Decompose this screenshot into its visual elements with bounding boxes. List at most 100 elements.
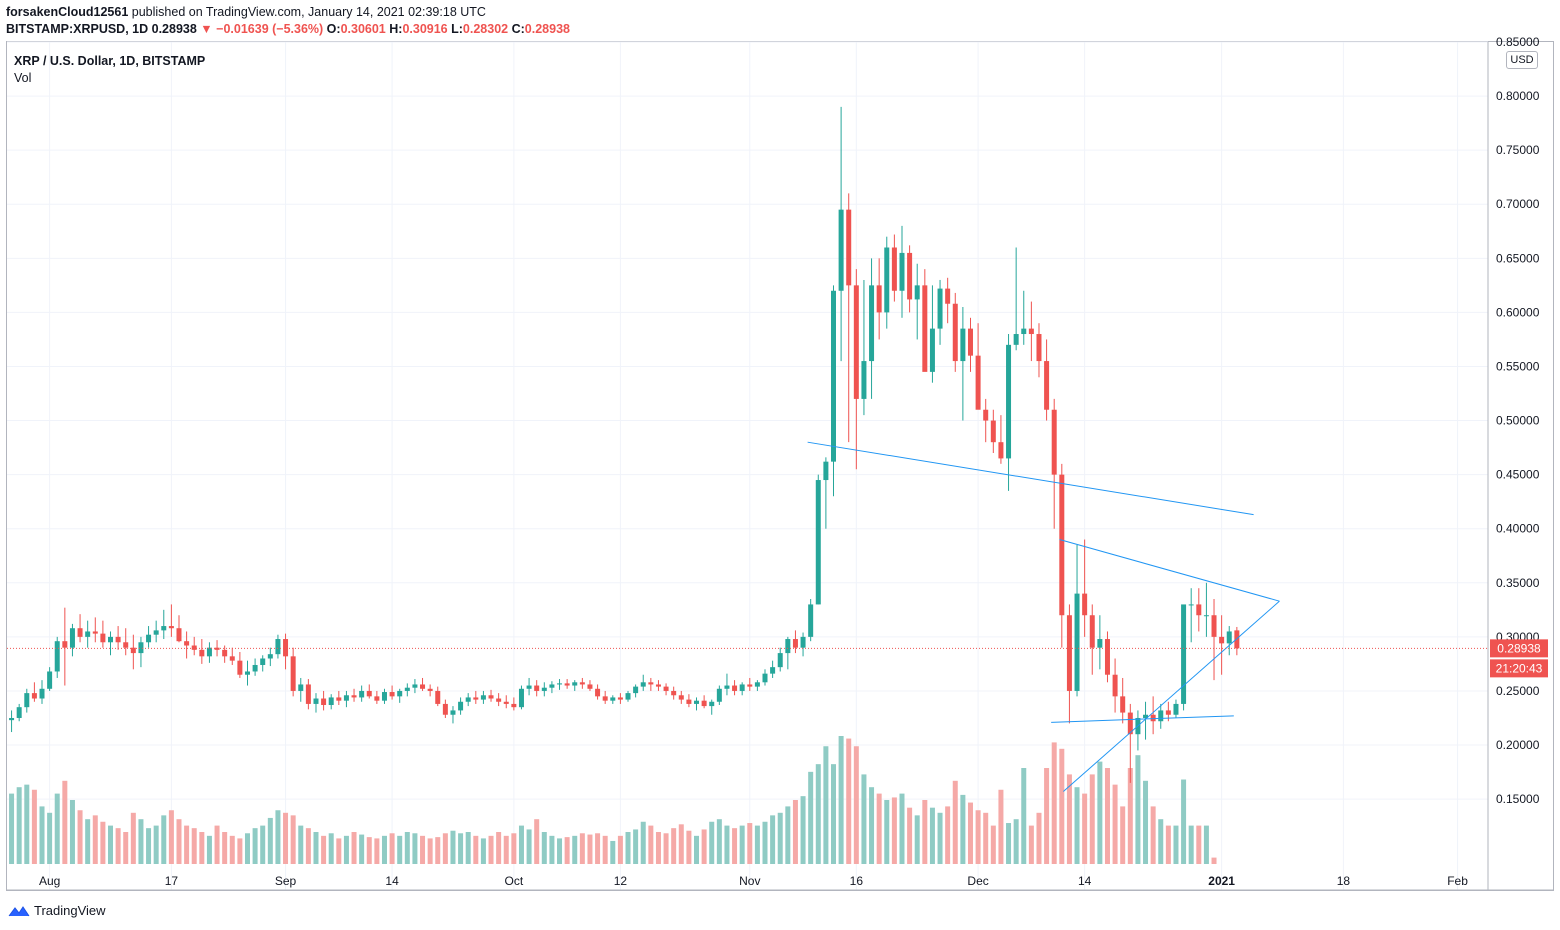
candle-body bbox=[69, 628, 75, 648]
volume-bar bbox=[435, 837, 441, 864]
volume-bar bbox=[31, 789, 37, 864]
candle-body bbox=[267, 654, 273, 659]
candle-body bbox=[663, 686, 669, 691]
candle-body bbox=[328, 697, 334, 706]
symbol-line: BITSTAMP:XRPUSD, 1D bbox=[6, 22, 149, 36]
candle-body bbox=[313, 698, 319, 704]
candle-body bbox=[47, 671, 53, 689]
trendline bbox=[1063, 600, 1280, 792]
candle-body bbox=[450, 710, 456, 715]
candle-body bbox=[1226, 631, 1232, 644]
volume-bar bbox=[983, 812, 989, 864]
candle-body bbox=[244, 671, 250, 675]
publish-info: forsakenCloud12561 published on TradingV… bbox=[6, 5, 486, 19]
candle-body bbox=[138, 642, 144, 654]
y-tick-label: 0.60000 bbox=[1496, 305, 1540, 319]
candle-body bbox=[404, 687, 410, 691]
volume-bar bbox=[108, 825, 114, 864]
volume-bar bbox=[1211, 857, 1217, 864]
x-tick-label: Nov bbox=[739, 874, 760, 888]
y-tick-label: 0.55000 bbox=[1496, 359, 1540, 373]
volume-bar bbox=[572, 835, 578, 864]
candle-body bbox=[914, 285, 920, 300]
x-tick-label: Dec bbox=[967, 874, 988, 888]
volume-bar bbox=[808, 771, 814, 864]
volume-bar bbox=[914, 815, 920, 864]
candle-body bbox=[298, 684, 304, 691]
candle-body bbox=[100, 633, 106, 643]
volume-bar bbox=[869, 787, 875, 864]
volume-bar bbox=[777, 812, 783, 864]
volume-bar bbox=[458, 833, 464, 864]
candle-body bbox=[1013, 334, 1019, 345]
candle-body bbox=[739, 684, 745, 691]
candle-body bbox=[92, 631, 98, 634]
open-label: O: bbox=[326, 22, 341, 36]
close-value: 0.28938 bbox=[524, 22, 570, 36]
candle-body bbox=[1158, 710, 1164, 722]
footer: TradingView bbox=[8, 903, 106, 918]
candle-body bbox=[1104, 639, 1110, 675]
volume-bar bbox=[770, 815, 776, 864]
candle-body bbox=[830, 290, 836, 462]
volume-bar bbox=[686, 830, 692, 864]
candle-body bbox=[572, 682, 578, 686]
candle-body bbox=[929, 328, 935, 372]
candle-body bbox=[458, 701, 464, 711]
author-name[interactable]: forsakenCloud12561 bbox=[6, 5, 129, 19]
candle-body bbox=[397, 690, 403, 697]
volume-bar bbox=[671, 828, 677, 864]
candle-body bbox=[1120, 696, 1126, 713]
candle-body bbox=[1203, 615, 1209, 617]
volume-bar bbox=[1074, 787, 1080, 864]
candle-body bbox=[945, 288, 951, 304]
volume-bar bbox=[526, 829, 532, 864]
candle-body bbox=[168, 626, 174, 629]
candle-body bbox=[785, 639, 791, 654]
candle-body bbox=[777, 653, 783, 668]
volume-bar bbox=[343, 835, 349, 864]
price-change: −0.01639 (−5.36%) bbox=[216, 22, 324, 36]
volume-bar bbox=[610, 840, 616, 864]
candle-body bbox=[1188, 604, 1194, 606]
candle-body bbox=[1028, 328, 1034, 335]
volume-bar bbox=[1112, 784, 1118, 864]
volume-bar bbox=[465, 832, 471, 864]
tradingview-brand[interactable]: TradingView bbox=[34, 903, 106, 918]
candle-body bbox=[488, 695, 494, 699]
candle-body bbox=[838, 209, 844, 291]
volume-bar bbox=[1135, 755, 1141, 864]
volume-bar bbox=[496, 832, 502, 864]
candle-body bbox=[709, 701, 715, 707]
volume-bar bbox=[853, 746, 859, 864]
candle-body bbox=[732, 685, 738, 691]
candle-body bbox=[1082, 593, 1088, 616]
candle-body bbox=[1112, 674, 1118, 697]
volume-bar bbox=[899, 793, 905, 864]
volume-bar bbox=[283, 812, 289, 864]
candle-body bbox=[275, 639, 281, 655]
candle-body bbox=[191, 645, 197, 650]
candle-body bbox=[610, 697, 616, 701]
volume-bar bbox=[1127, 768, 1133, 864]
volume-bar bbox=[937, 812, 943, 864]
volume-bar bbox=[260, 825, 266, 864]
candle-body bbox=[381, 692, 387, 701]
volume-bar bbox=[739, 825, 745, 864]
candle-body bbox=[85, 631, 91, 637]
volume-bar bbox=[244, 833, 250, 864]
candle-body bbox=[1021, 328, 1027, 335]
candle-body bbox=[640, 682, 646, 687]
volume-bar bbox=[313, 832, 319, 864]
x-tick-label: Sep bbox=[275, 874, 297, 888]
volume-bar bbox=[678, 824, 684, 864]
y-tick-label: 0.15000 bbox=[1496, 792, 1540, 806]
volume-bar bbox=[214, 825, 220, 864]
volume-bar bbox=[709, 821, 715, 864]
volume-bar bbox=[754, 825, 760, 864]
candle-body bbox=[39, 688, 45, 699]
candle-body bbox=[1219, 636, 1225, 644]
currency-button[interactable]: USD bbox=[1506, 51, 1538, 69]
candle-body bbox=[724, 685, 730, 689]
